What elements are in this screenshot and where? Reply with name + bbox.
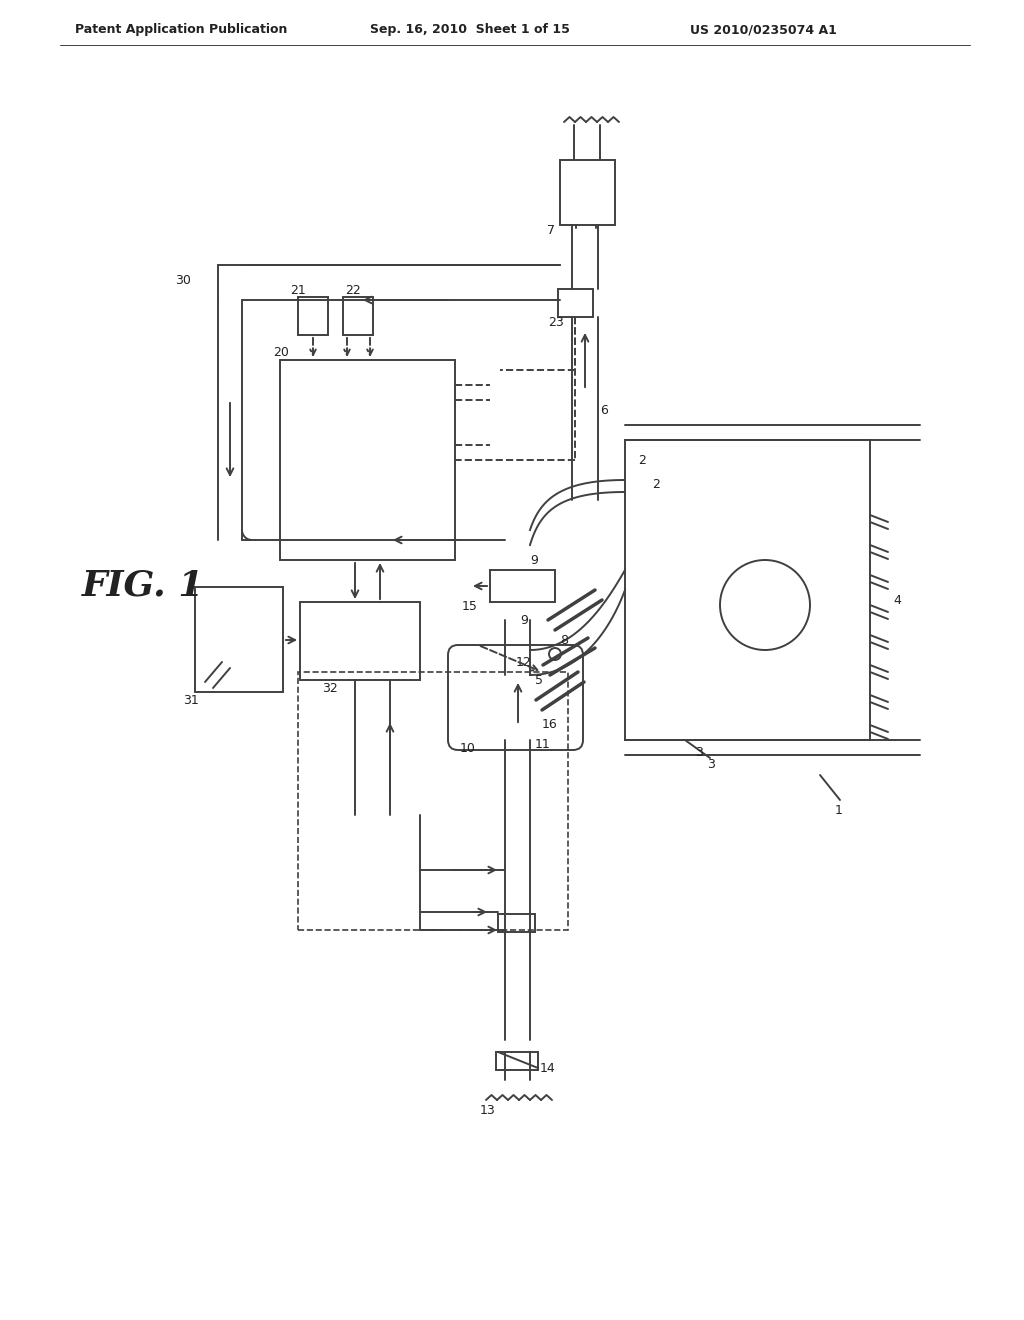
Text: 20: 20	[273, 346, 289, 359]
Text: 31: 31	[183, 693, 199, 706]
Text: 9: 9	[520, 614, 528, 627]
Bar	[280, 360, 455, 560]
Bar	[496, 1052, 538, 1071]
Text: 13: 13	[480, 1104, 496, 1117]
Text: 7: 7	[547, 223, 555, 236]
Text: 14: 14	[540, 1061, 556, 1074]
Text: 32: 32	[322, 681, 338, 694]
Bar	[298, 297, 328, 335]
Bar	[560, 160, 615, 224]
Text: 2: 2	[652, 479, 659, 491]
Text: 1: 1	[835, 804, 843, 817]
Text: 30: 30	[175, 273, 190, 286]
Text: Patent Application Publication: Patent Application Publication	[75, 24, 288, 37]
Bar	[625, 440, 870, 741]
Text: 6: 6	[600, 404, 608, 417]
Text: US 2010/0235074 A1: US 2010/0235074 A1	[690, 24, 837, 37]
Bar	[343, 297, 373, 335]
Text: 23: 23	[548, 315, 564, 329]
Text: 2: 2	[638, 454, 646, 466]
Text: 10: 10	[460, 742, 476, 755]
Text: 21: 21	[290, 284, 306, 297]
Text: FIG. 1: FIG. 1	[82, 568, 205, 602]
Bar	[195, 587, 283, 692]
Bar	[298, 672, 568, 931]
Bar	[498, 913, 535, 932]
Text: 15: 15	[462, 599, 478, 612]
Bar	[490, 570, 555, 602]
Text: 8: 8	[560, 634, 568, 647]
Bar	[558, 289, 593, 317]
Text: 9: 9	[530, 553, 538, 566]
Text: Sep. 16, 2010  Sheet 1 of 15: Sep. 16, 2010 Sheet 1 of 15	[370, 24, 570, 37]
Text: 4: 4	[893, 594, 901, 606]
Text: 12: 12	[516, 656, 531, 668]
Text: 3: 3	[707, 759, 715, 771]
Bar	[300, 602, 420, 680]
Text: 16: 16	[542, 718, 558, 731]
Text: 11: 11	[535, 738, 551, 751]
Text: 3: 3	[695, 747, 702, 759]
Text: 22: 22	[345, 284, 360, 297]
Text: 5: 5	[535, 673, 543, 686]
